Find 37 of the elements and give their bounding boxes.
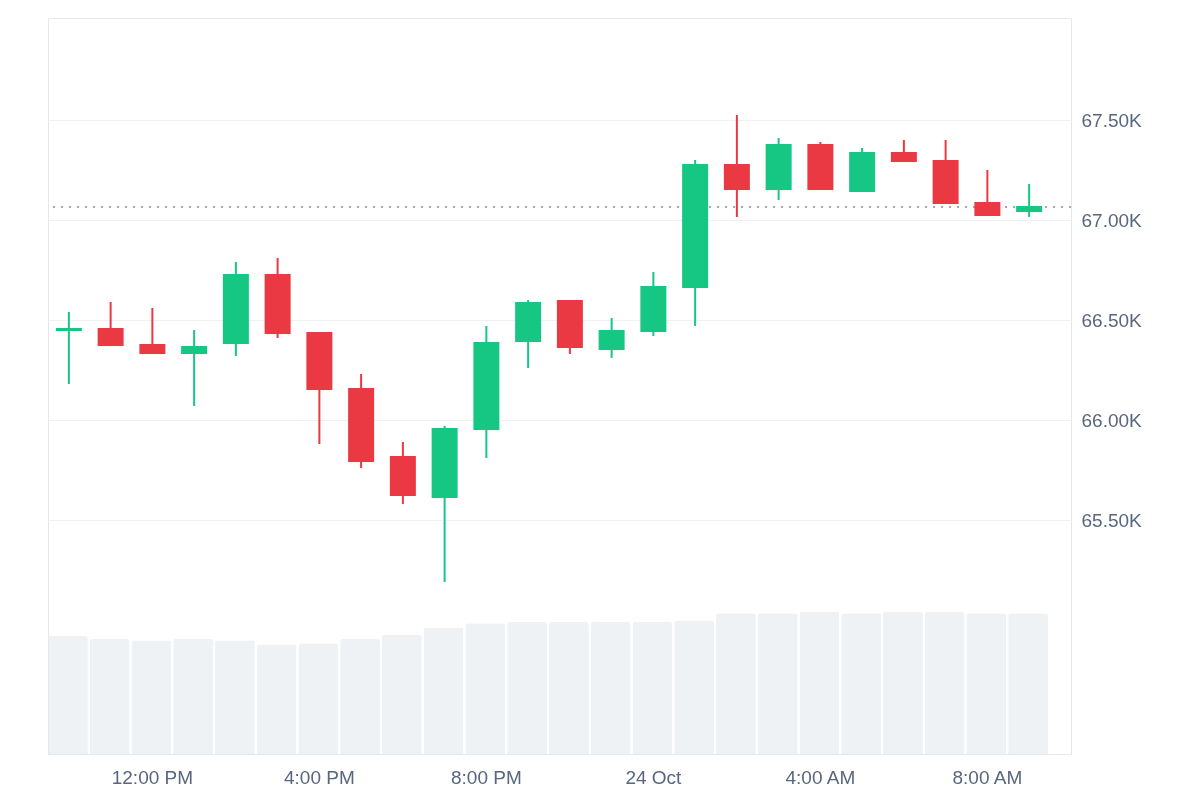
y-tick-label: 67.50K — [1081, 109, 1143, 131]
bar — [1008, 613, 1049, 754]
bar — [340, 638, 381, 754]
bar — [841, 613, 882, 754]
bar — [381, 634, 422, 754]
x-tick-label: 4:00 PM — [283, 766, 355, 788]
bar — [214, 640, 255, 754]
bar — [924, 611, 965, 754]
bar — [131, 640, 172, 754]
bar — [507, 621, 548, 754]
bar — [256, 644, 297, 754]
bar — [674, 620, 715, 754]
bar — [298, 643, 339, 754]
x-tick-label: 12:00 PM — [111, 766, 194, 788]
bar — [757, 613, 798, 754]
bar — [423, 627, 464, 754]
bar — [89, 638, 130, 754]
bar — [799, 611, 840, 754]
bar — [465, 623, 506, 754]
y-tick-label: 66.00K — [1081, 409, 1143, 431]
bar — [632, 621, 673, 754]
bar — [715, 613, 756, 754]
x-tick-label: 24 Oct — [625, 766, 683, 788]
candlestick — [1016, 183, 1043, 218]
bar — [548, 621, 589, 754]
bar — [966, 613, 1007, 754]
y-tick-label: 67.00K — [1081, 209, 1143, 231]
y-tick-label: 65.50K — [1081, 509, 1143, 531]
x-tick-label: 4:00 AM — [785, 766, 856, 788]
x-tick-label: 8:00 AM — [952, 766, 1023, 788]
candlestick — [55, 311, 82, 385]
bar — [173, 638, 214, 754]
y-tick-label: 66.50K — [1081, 309, 1143, 331]
candlestick — [181, 329, 208, 407]
bar — [590, 621, 631, 754]
bar — [882, 611, 923, 754]
x-tick-label: 8:00 PM — [450, 766, 522, 788]
